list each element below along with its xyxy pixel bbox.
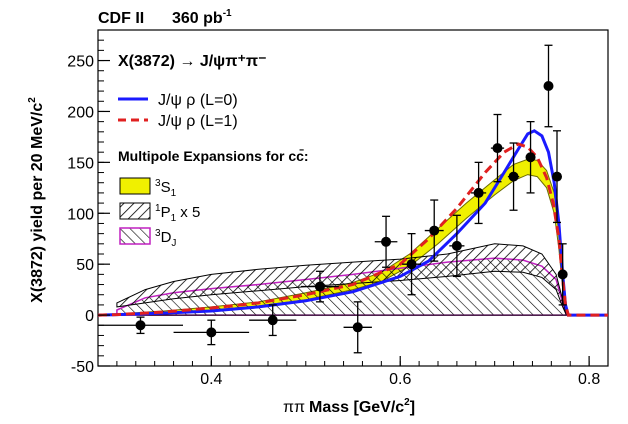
data-marker [314, 281, 325, 292]
x-tick-label-2: 0.8 [578, 371, 600, 388]
luminosity-label: 360 pb-1 [172, 8, 232, 27]
data-marker [552, 171, 562, 182]
curve-l1 [98, 142, 608, 317]
legend-multipole-title: Multipole Expansions for cc̄: [118, 147, 309, 164]
data-marker [473, 187, 484, 198]
data-point-9 [471, 161, 487, 225]
data-point-14 [552, 130, 562, 224]
axis-ticks: 0.4 0.6 0.8 -50 0 50 100 150 200 250 [67, 29, 609, 388]
data-point-2 [249, 304, 297, 337]
data-point-3 [301, 270, 339, 303]
data-point-15 [557, 243, 568, 306]
bands-layer [98, 129, 608, 317]
y-tick-label-1: 0 [85, 308, 94, 325]
data-point-7 [424, 199, 444, 262]
data-marker [492, 143, 503, 154]
x-tick-label-0: 0.4 [200, 371, 222, 388]
y-tick-label-3: 100 [67, 206, 94, 223]
chart-header: CDF II [98, 10, 144, 27]
y-tick-label-5: 200 [67, 104, 94, 121]
data-point-8 [449, 214, 465, 278]
y-tick-label-2: 50 [76, 257, 94, 274]
data-marker [381, 236, 392, 247]
data-points-layer [98, 44, 568, 354]
legend: X(3872) → J/ψπ⁺π⁻ J/ψ ρ (L=0) J/ψ ρ (L=1… [118, 53, 309, 249]
data-point-0 [98, 316, 183, 335]
legend-label-p1: 1P1 x 5 [155, 203, 200, 224]
y-tick-label-4: 150 [67, 155, 94, 172]
x-axis-label: ππ Mass [GeV/c2] [283, 397, 415, 416]
data-point-4 [343, 301, 372, 354]
data-point-11 [507, 142, 520, 211]
data-marker [406, 259, 417, 270]
legend-swatch-s1 [119, 177, 151, 195]
data-marker [525, 152, 536, 163]
data-point-13 [543, 44, 554, 128]
data-point-5 [374, 215, 398, 268]
y-tick-label-6: 250 [67, 54, 94, 71]
legend-swatch-d [119, 227, 151, 245]
data-marker [508, 171, 519, 182]
legend-label-l0: J/ψ ρ (L=0) [158, 92, 238, 109]
x-tick-label-1: 0.6 [389, 371, 411, 388]
data-marker [543, 81, 554, 91]
data-point-12 [525, 120, 536, 194]
y-tick-label-0: -50 [71, 359, 94, 376]
data-marker [352, 322, 363, 333]
data-point-10 [490, 113, 505, 183]
data-point-1 [173, 319, 250, 346]
legend-swatch-p1 [119, 202, 151, 220]
data-point-6 [402, 232, 421, 296]
data-marker [135, 320, 146, 331]
data-marker [206, 327, 217, 338]
legend-label-l1: J/ψ ρ (L=1) [158, 113, 238, 130]
data-marker [557, 269, 568, 280]
legend-label-d: 3DJ [155, 228, 176, 249]
data-marker [451, 240, 462, 251]
legend-label-s1: 3S1 [155, 178, 177, 199]
plot-frame [97, 29, 609, 367]
legend-title: X(3872) → J/ψπ⁺π⁻ [118, 53, 267, 70]
band-p1 [116, 243, 567, 316]
data-marker [267, 315, 278, 326]
data-marker [429, 225, 440, 236]
y-axis-label: X(3872) yield per 20 MeV/c2 [27, 97, 46, 303]
